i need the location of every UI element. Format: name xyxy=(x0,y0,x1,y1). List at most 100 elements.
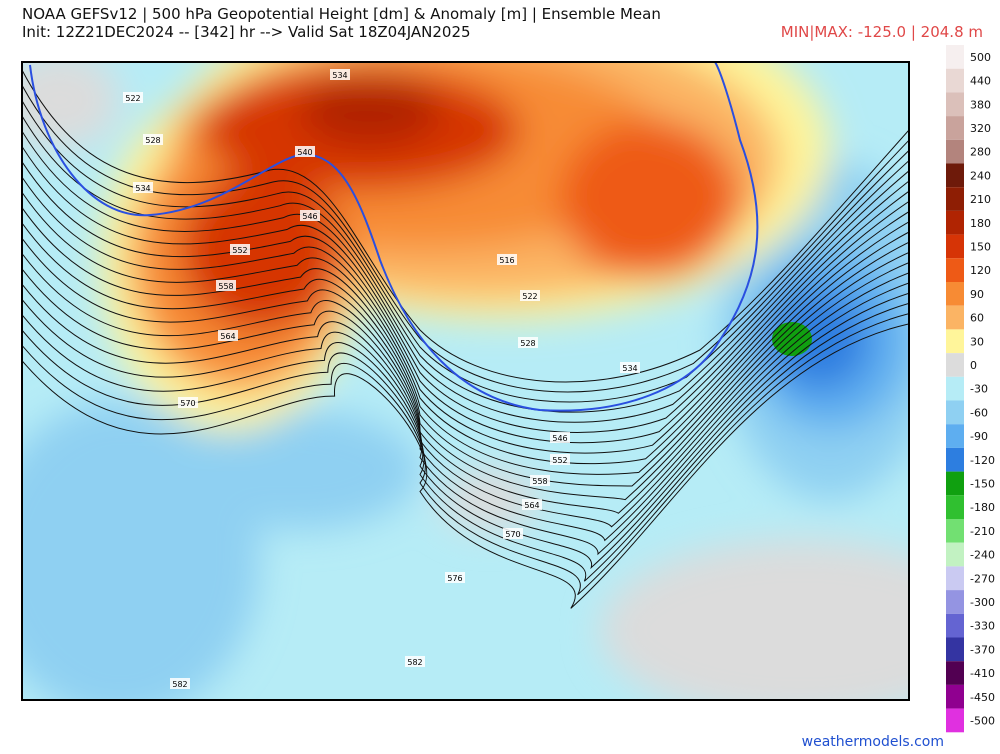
contour-line xyxy=(22,161,909,444)
colorbar-label: 440 xyxy=(970,75,991,88)
contour-label-bg xyxy=(620,362,640,373)
colorbar-label: -450 xyxy=(970,691,995,704)
colorbar-swatch xyxy=(946,258,964,282)
colorbar-label: -180 xyxy=(970,501,995,514)
contour-label-bg xyxy=(330,69,350,80)
colorbar-swatch xyxy=(946,234,964,259)
colorbar-swatch xyxy=(946,68,964,93)
colorbar-label: -300 xyxy=(970,596,995,609)
contour-label: 546 xyxy=(552,434,567,443)
contour-line xyxy=(22,100,909,403)
contour-line xyxy=(22,115,909,413)
colorbar-label: -60 xyxy=(970,406,988,419)
contour-label-bg xyxy=(530,475,550,486)
colorbar-label: 0 xyxy=(970,359,977,372)
contour-label-bg xyxy=(518,337,538,348)
contour-label-bg xyxy=(295,146,315,157)
colorbar-swatch xyxy=(946,305,964,330)
contour-label: 570 xyxy=(180,399,195,408)
contour-line xyxy=(22,69,909,383)
contour-label-bg xyxy=(503,528,523,539)
map-frame xyxy=(21,61,910,701)
colorbar-swatch xyxy=(946,116,964,140)
colorbar-label: 150 xyxy=(970,240,991,253)
colorbar-label: 500 xyxy=(970,51,991,64)
colorbar-label: -120 xyxy=(970,454,995,467)
contour-line xyxy=(22,302,909,582)
colorbar-label: -90 xyxy=(970,430,988,443)
colorbar-swatch xyxy=(946,400,964,425)
colorbar-label: 30 xyxy=(970,335,984,348)
colorbar-label: -410 xyxy=(970,667,995,680)
colorbar-swatch xyxy=(946,684,964,709)
contour-label-bg xyxy=(218,330,238,341)
contour-label-bg xyxy=(550,454,570,465)
contour-label: 552 xyxy=(552,456,567,465)
contour-label: 522 xyxy=(125,94,140,103)
contour-label: 534 xyxy=(332,71,347,80)
contour-label-bg xyxy=(405,656,425,667)
title: NOAA GEFSv12 | 500 hPa Geopotential Heig… xyxy=(22,5,661,23)
subtitle: Init: 12Z21DEC2024 -- [342] hr --> Valid… xyxy=(22,23,471,41)
contour-label: 534 xyxy=(622,364,637,373)
colorbar-swatch xyxy=(946,708,964,733)
contour-label: 582 xyxy=(407,658,422,667)
contour-line xyxy=(22,323,909,609)
contour-line xyxy=(22,282,909,556)
map: 534 522 528 534 540 546 552 558 564 570 516 522 528 5… xyxy=(22,62,909,700)
contour-label: 570 xyxy=(505,530,520,539)
colorbar-swatch xyxy=(946,92,964,117)
contour-label-bg xyxy=(445,572,465,583)
colorbar-swatch xyxy=(946,542,964,567)
contour-line xyxy=(22,130,909,423)
contour-label: 546 xyxy=(302,212,317,221)
contour-label: 522 xyxy=(522,292,537,301)
colorbar-swatch xyxy=(946,637,964,662)
colorbar-label: -150 xyxy=(970,477,995,490)
colorbar-label: 380 xyxy=(970,98,991,111)
contour-label-bg xyxy=(497,254,517,265)
contour-line xyxy=(22,238,909,501)
contour-label-bg xyxy=(216,280,236,291)
contour-line xyxy=(22,272,909,542)
contour-label-bg xyxy=(300,210,320,221)
contour-label: 558 xyxy=(532,477,547,486)
colorbar-label: 90 xyxy=(970,288,984,301)
contour-line xyxy=(22,207,909,475)
colorbar-label: -210 xyxy=(970,525,995,538)
colorbar-label: 240 xyxy=(970,169,991,182)
colorbar-label: -270 xyxy=(970,572,995,585)
contour-label: 528 xyxy=(145,136,160,145)
contour-line xyxy=(22,292,909,570)
colorbar-swatch xyxy=(946,282,964,306)
contour-label-bg xyxy=(230,244,250,255)
contour-label-bg xyxy=(123,92,143,103)
540-contour xyxy=(29,62,759,412)
colorbar-swatch xyxy=(946,376,964,401)
colorbar-swatch xyxy=(946,471,964,496)
contour-label: 552 xyxy=(232,246,247,255)
colorbar: 500 440 380 320 280 240 210 180 150 120 90 60 30 0 -30… xyxy=(946,45,995,733)
colorbar-label: -330 xyxy=(970,620,995,633)
contour-label-bg xyxy=(133,182,153,193)
contour-line xyxy=(22,262,909,528)
contour-label-bg xyxy=(143,134,163,145)
colorbar-label: -30 xyxy=(970,383,988,396)
colorbar-swatch xyxy=(946,447,964,472)
contour-line xyxy=(22,176,909,454)
contour-label: 534 xyxy=(135,184,150,193)
colorbar-swatch xyxy=(946,566,964,591)
colorbar-swatch xyxy=(946,163,964,188)
contour-label: 576 xyxy=(447,574,462,583)
contour-label-bg xyxy=(520,290,540,301)
min-max: MIN|MAX: -125.0 | 204.8 m xyxy=(781,23,983,41)
footer: weathermodels.com xyxy=(802,734,944,750)
contour-label: 564 xyxy=(524,501,539,510)
contour-label-bg xyxy=(178,397,198,408)
colorbar-swatch xyxy=(946,353,964,377)
contour-line xyxy=(22,313,909,596)
colorbar-swatch xyxy=(946,210,964,235)
colorbar-swatch xyxy=(946,45,964,69)
contour-line xyxy=(22,85,909,393)
